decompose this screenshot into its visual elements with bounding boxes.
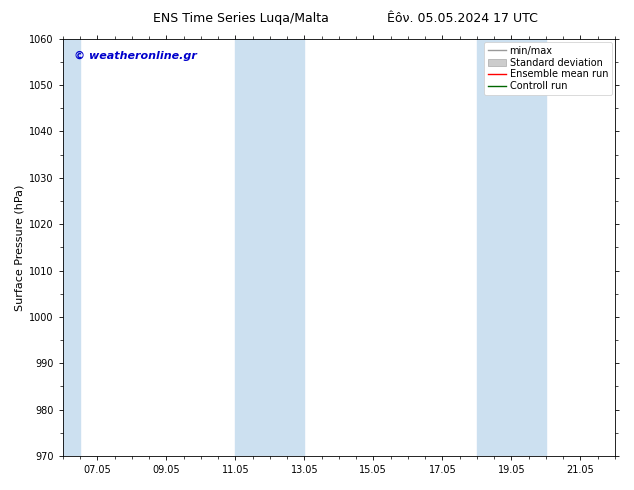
Bar (235, 39, 304, 456)
Y-axis label: Surface Pressure (hPa): Surface Pressure (hPa) (15, 184, 25, 311)
Bar (477, 39, 546, 456)
Text: ENS Time Series Luqa/Malta: ENS Time Series Luqa/Malta (153, 12, 329, 25)
Text: © weatheronline.gr: © weatheronline.gr (74, 51, 197, 61)
Legend: min/max, Standard deviation, Ensemble mean run, Controll run: min/max, Standard deviation, Ensemble me… (484, 42, 612, 95)
Text: Êôν. 05.05.2024 17 UTC: Êôν. 05.05.2024 17 UTC (387, 12, 538, 25)
Bar (63, 39, 80, 456)
